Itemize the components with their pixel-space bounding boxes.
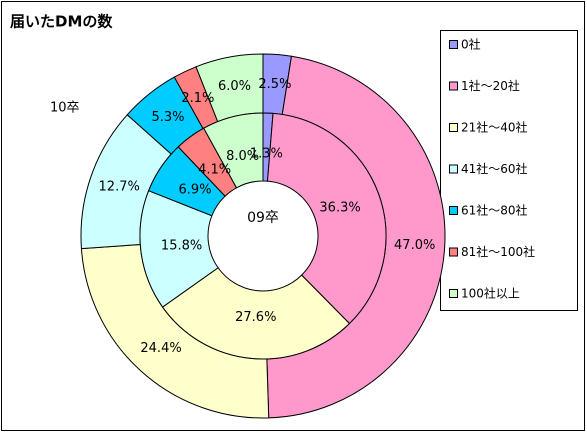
legend-label: 1社～20社: [461, 78, 520, 93]
data-label: 12.7%: [99, 179, 140, 194]
data-label: 6.9%: [179, 183, 212, 198]
legend-label: 21社～40社: [461, 120, 528, 135]
legend-swatch: [449, 40, 458, 49]
legend-label: 100社以上: [461, 286, 520, 301]
legend-label: 61社～80社: [461, 203, 528, 218]
data-label: 6.0%: [218, 79, 251, 94]
data-label: 36.3%: [319, 200, 360, 215]
donut-segment: [266, 112, 387, 325]
data-label: 47.0%: [394, 238, 435, 253]
legend-swatch: [449, 81, 458, 91]
data-label: 5.3%: [151, 110, 184, 125]
data-label: 27.6%: [235, 310, 276, 325]
chart-title: 届いたDMの数: [10, 13, 113, 31]
data-label: 1.3%: [250, 147, 283, 162]
data-label: 2.1%: [181, 91, 214, 106]
legend-swatch: [449, 206, 458, 215]
donut-segment: [161, 267, 351, 360]
legend-box: [440, 30, 578, 311]
legend-label: 41社～60社: [461, 161, 528, 176]
legend-swatch: [449, 247, 458, 257]
series-label: 09卒: [247, 210, 279, 226]
data-label: 24.4%: [140, 341, 181, 356]
donut-segment: [203, 112, 264, 189]
legend-swatch: [449, 123, 458, 132]
legend-swatch: [449, 289, 458, 298]
series-label: 10卒: [50, 101, 80, 116]
data-label: 2.5%: [258, 77, 291, 92]
data-label: 15.8%: [161, 238, 202, 253]
data-label: 4.1%: [198, 162, 231, 177]
legend-swatch: [449, 164, 458, 174]
legend-label: 0社: [461, 37, 481, 52]
donut-segment: [139, 190, 219, 308]
data-label: 8.0%: [226, 149, 259, 164]
legend-label: 81社～100社: [461, 244, 535, 259]
